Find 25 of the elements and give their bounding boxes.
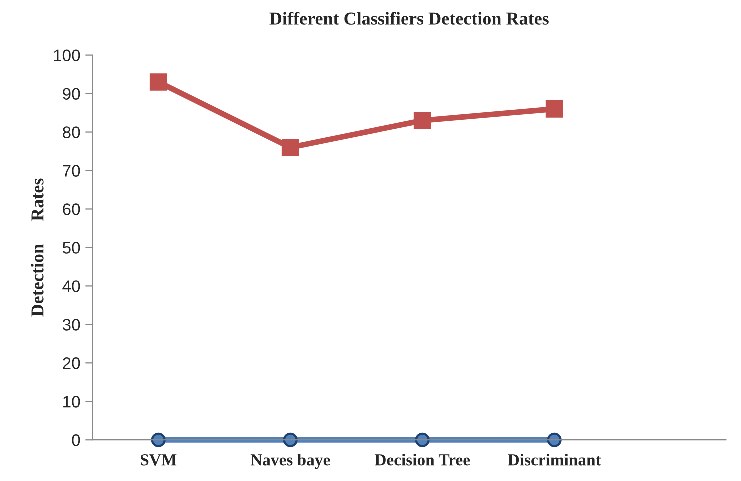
point <box>150 74 168 91</box>
x-tick-label: Decision Tree <box>374 454 470 466</box>
y-tick-label: 30 <box>62 319 80 331</box>
point <box>414 112 432 130</box>
point <box>415 432 430 448</box>
y-tick-label: 20 <box>63 358 80 370</box>
y-tick-label: 10 <box>64 396 80 408</box>
y-axis-title: Detection Rates <box>31 178 44 317</box>
y-tick-label: 0 <box>72 434 80 446</box>
x-tick-label: Discriminant <box>508 454 602 466</box>
x-tick-label: SVM <box>140 454 177 466</box>
y-tick-label: 50 <box>62 242 80 254</box>
y-tick-label: 60 <box>63 204 80 216</box>
point <box>546 100 564 118</box>
y-tick-label: 70 <box>63 165 80 177</box>
y-tick-label: 90 <box>63 88 80 100</box>
x-tick-label: Naves baye <box>250 454 330 470</box>
point <box>547 432 562 448</box>
y-tick-label: 100 <box>54 50 80 62</box>
chart-title: Different Classifiers Detection Rates <box>270 12 549 25</box>
point <box>282 138 300 156</box>
point <box>151 432 166 448</box>
y-tick-label: 80 <box>63 126 80 138</box>
y-tick-label: 40 <box>62 280 80 292</box>
point <box>283 432 298 448</box>
